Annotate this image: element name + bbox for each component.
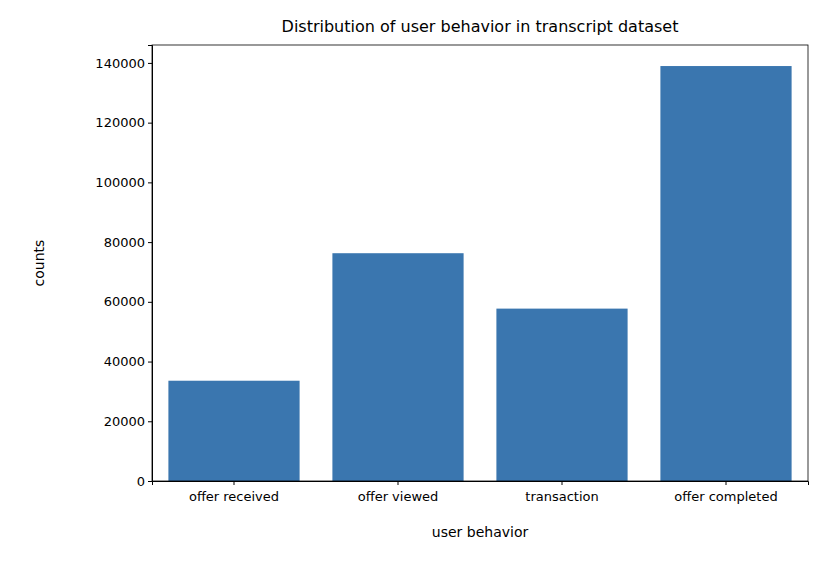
- plot-frame: [152, 45, 808, 481]
- x-tick-mark: [234, 481, 235, 485]
- x-tick: offer viewed: [358, 481, 439, 504]
- y-tick-mark: [148, 63, 152, 64]
- x-tick-label: offer received: [189, 489, 279, 504]
- bar: [332, 253, 463, 481]
- x-axis: offer received offer viewed transaction off…: [153, 481, 809, 504]
- y-tick: 60000: [104, 294, 152, 309]
- y-tick-mark: [148, 242, 152, 243]
- bars: [168, 66, 791, 481]
- y-tick-mark: [148, 302, 152, 303]
- x-tick: transaction: [525, 481, 598, 504]
- x-axis-line: [153, 482, 809, 486]
- x-tick-mark: [726, 481, 727, 485]
- y-tick-label: 20000: [104, 414, 145, 429]
- y-tick: 20000: [104, 414, 152, 429]
- y-tick: 40000: [104, 354, 152, 369]
- y-tick-label: 120000: [95, 115, 145, 130]
- y-tick-label: 0: [137, 474, 145, 489]
- y-tick-mark: [148, 481, 152, 482]
- y-tick-mark: [148, 182, 152, 183]
- y-tick-mark: [148, 362, 152, 363]
- x-tick-label: transaction: [525, 489, 598, 504]
- y-tick-label: 140000: [95, 56, 145, 71]
- y-tick: 120000: [95, 115, 152, 130]
- bar: [660, 66, 791, 481]
- y-tick-label: 60000: [104, 294, 145, 309]
- y-tick: 100000: [95, 175, 152, 190]
- y-tick-label: 100000: [95, 175, 145, 190]
- bar: [168, 381, 299, 481]
- x-tick: offer completed: [674, 481, 777, 504]
- y-tick-mark: [148, 421, 152, 422]
- x-tick-mark: [398, 481, 399, 485]
- y-tick-label: 40000: [104, 354, 145, 369]
- chart: 0 20000 40000 60000 80000 100000 120000 140000 o…: [0, 0, 840, 562]
- y-axis-line: [148, 46, 153, 482]
- x-axis-title: user behavior: [432, 524, 529, 540]
- bar: [496, 309, 627, 481]
- y-tick-mark: [148, 123, 152, 124]
- plot-area: 0 20000 40000 60000 80000 100000 120000 140000 o…: [95, 45, 808, 504]
- y-tick-label: 80000: [104, 235, 145, 250]
- y-axis: 0 20000 40000 60000 80000 100000 120000 140000: [95, 46, 152, 489]
- y-tick: 0: [137, 474, 152, 489]
- x-tick-label: offer completed: [674, 489, 777, 504]
- y-axis-title: counts: [31, 240, 47, 287]
- x-tick-label: offer viewed: [358, 489, 439, 504]
- x-tick-mark: [562, 481, 563, 485]
- x-tick: offer received: [189, 481, 279, 504]
- y-tick: 80000: [104, 235, 152, 250]
- y-tick: 140000: [95, 56, 152, 71]
- chart-title: Distribution of user behavior in transcr…: [282, 17, 679, 36]
